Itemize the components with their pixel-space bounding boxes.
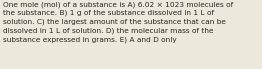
Text: One mole (mol) of a substance is A) 6.02 × 1023 molecules of
the substance. B) 1: One mole (mol) of a substance is A) 6.02… bbox=[3, 1, 233, 43]
